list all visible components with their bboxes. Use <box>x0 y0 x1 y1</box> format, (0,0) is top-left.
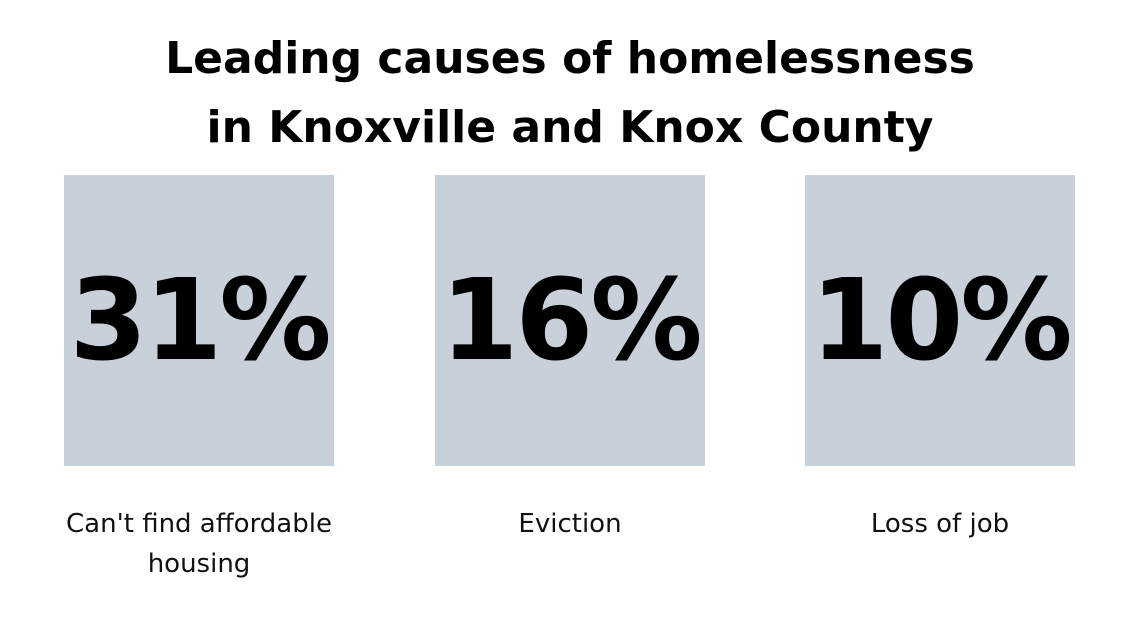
stat-value: 10% <box>810 255 1072 386</box>
stat-value: 16% <box>440 255 702 386</box>
title-line: Leading causes of homelessness <box>165 33 975 84</box>
stat-card: 16% <box>435 175 705 466</box>
stat-value: 31% <box>69 255 331 386</box>
stat-card: 10% <box>805 175 1075 466</box>
stat-label: Loss of job <box>870 509 1010 539</box>
stat-label: Can't find affordable housing <box>66 509 332 579</box>
stat-card: 31% <box>64 175 334 466</box>
stat-label: Eviction <box>518 509 622 539</box>
title-line: in Knoxville and Knox County <box>206 102 934 153</box>
